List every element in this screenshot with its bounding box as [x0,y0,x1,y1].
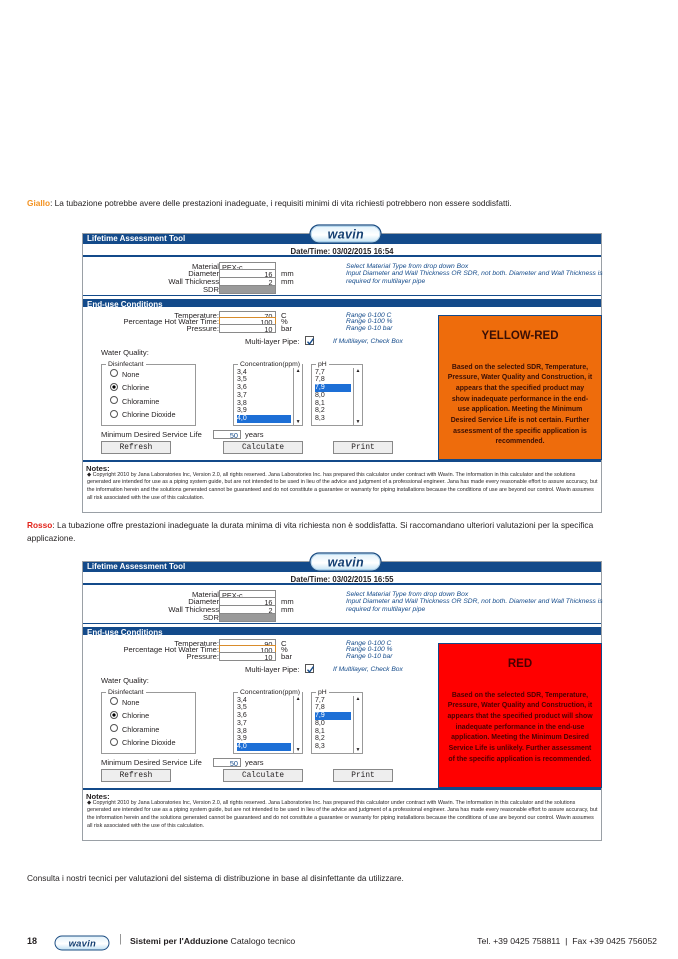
svg-text:wavin: wavin [328,555,364,569]
svg-text:wavin: wavin [69,938,96,949]
svg-text:wavin: wavin [328,227,364,241]
